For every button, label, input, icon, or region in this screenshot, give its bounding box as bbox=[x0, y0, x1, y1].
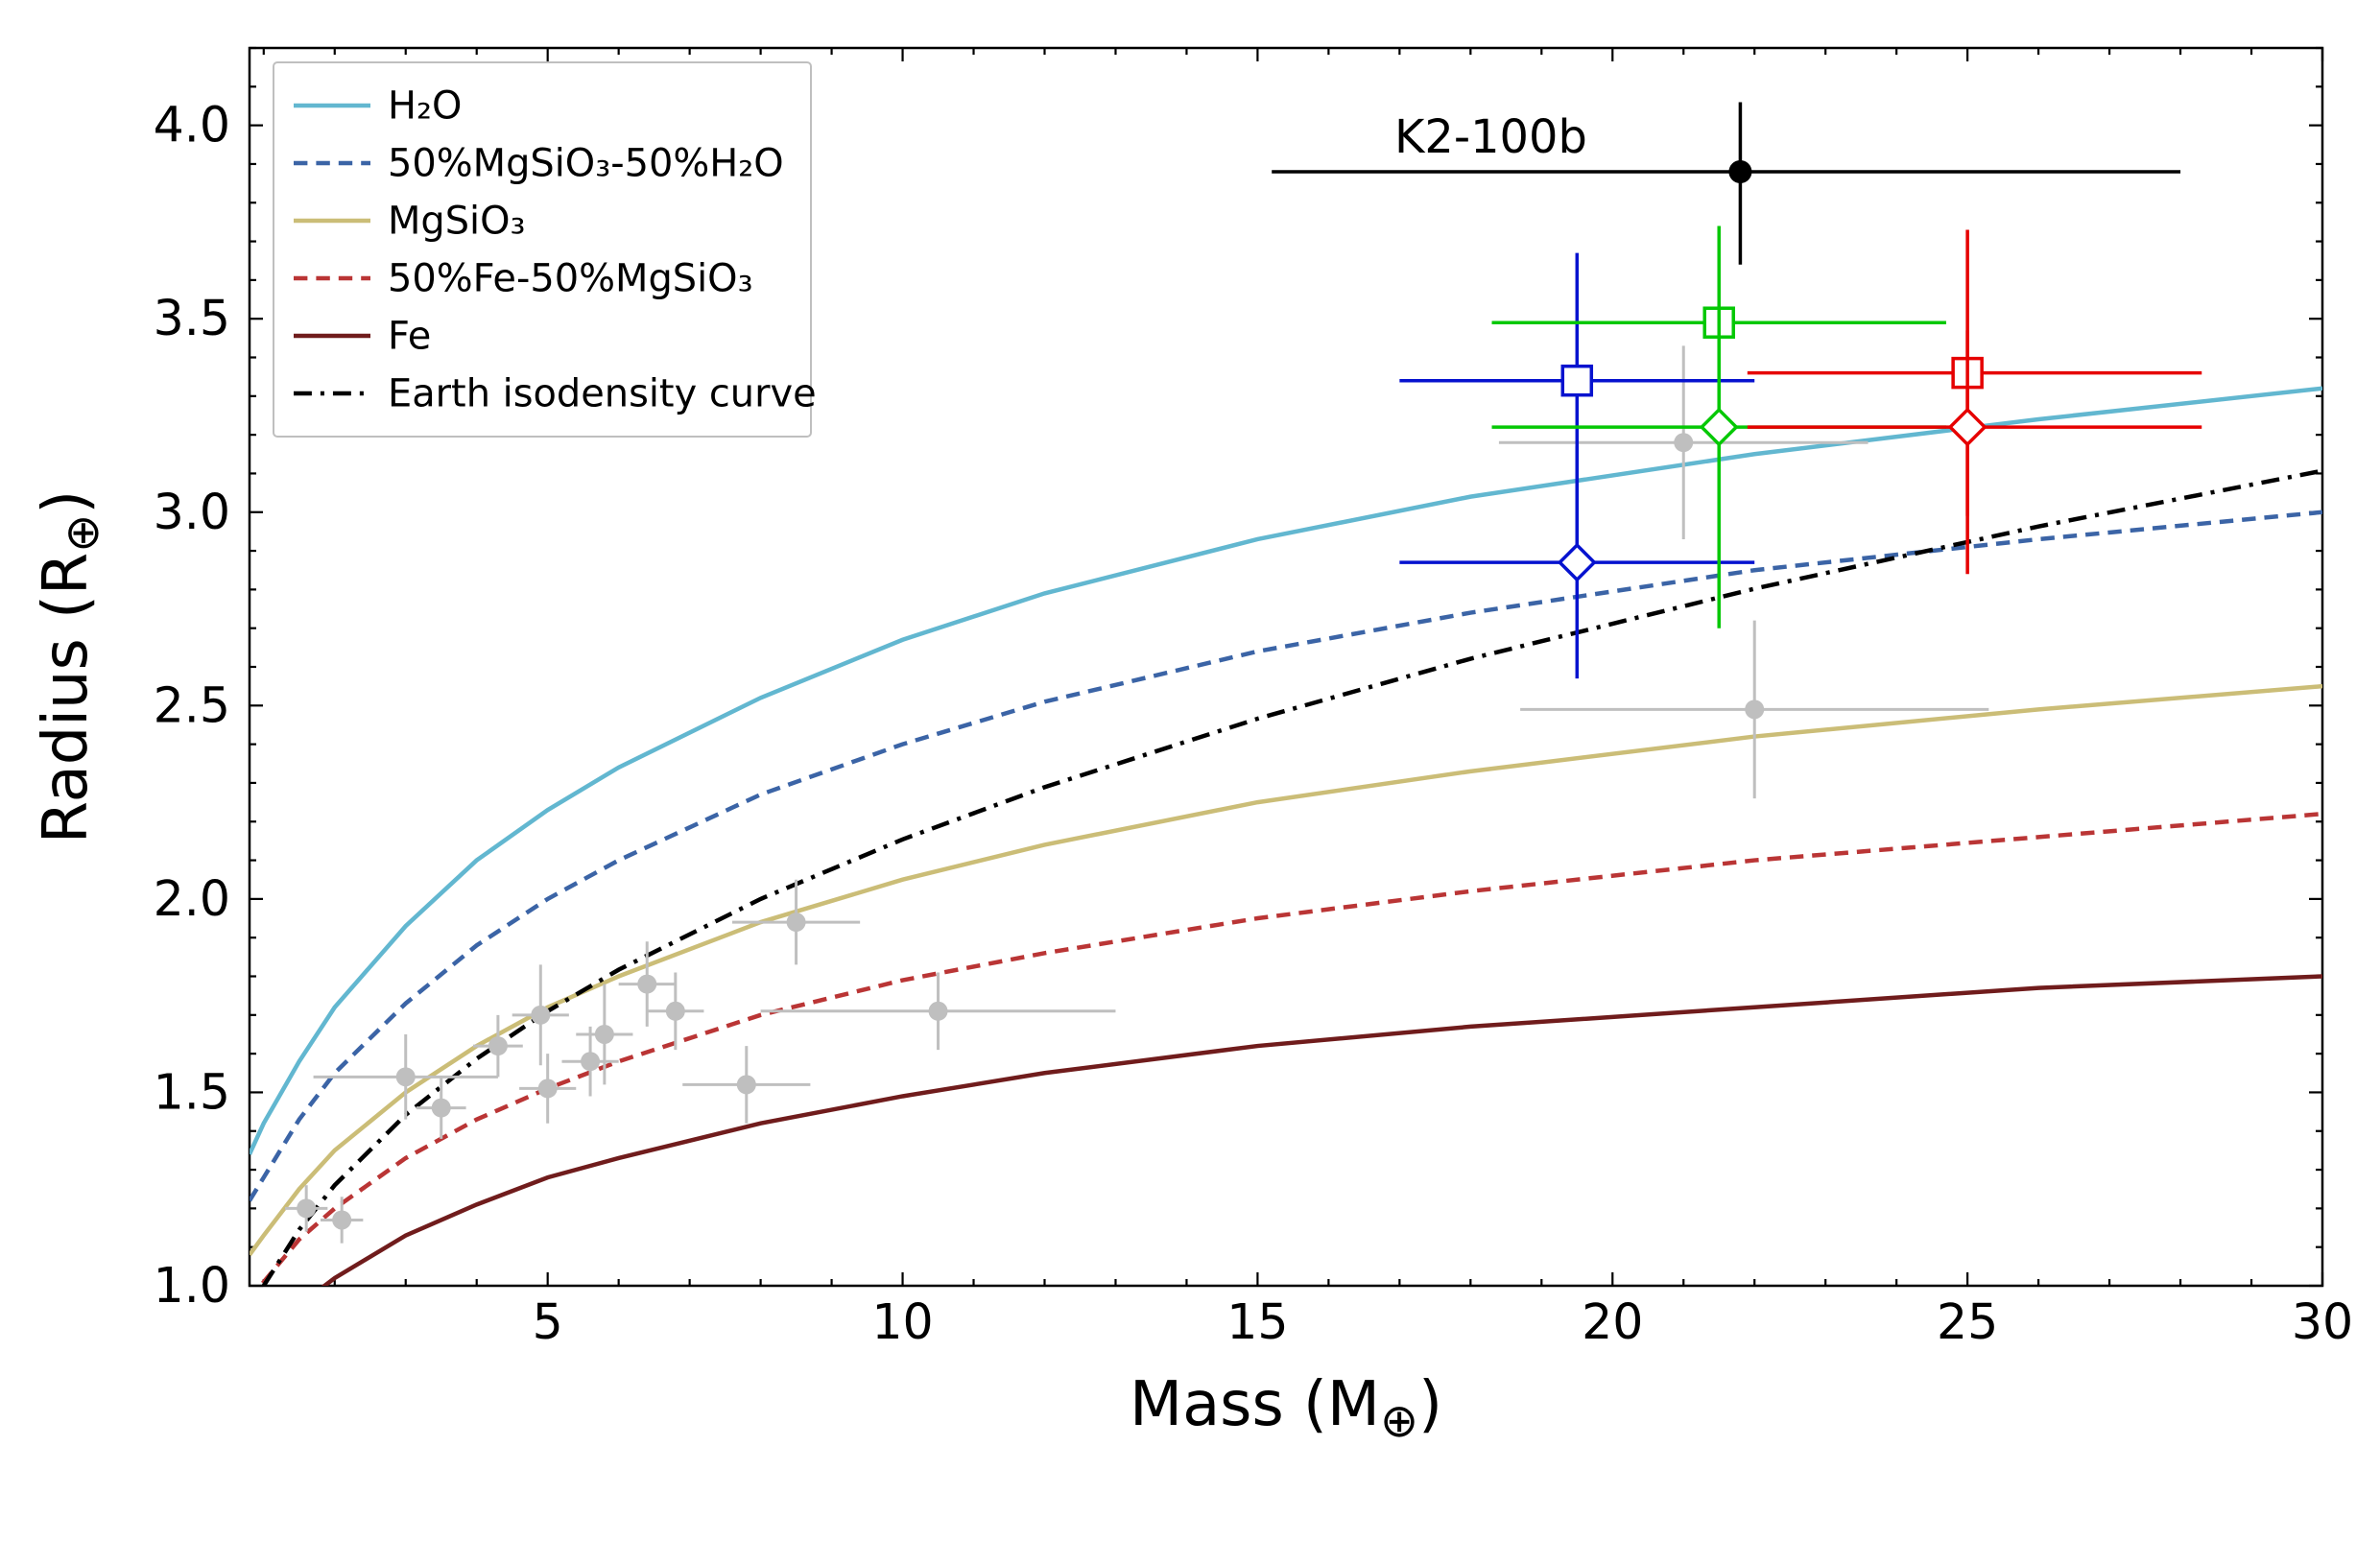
gray-point bbox=[488, 1036, 508, 1055]
gray-point bbox=[787, 913, 806, 932]
legend-label-earth_isodensity: Earth isodensity curve bbox=[388, 372, 817, 416]
chart-svg: 510152025301.01.52.02.53.03.54.0Mass (M⊕… bbox=[0, 0, 2380, 1537]
x-tick-label: 20 bbox=[1582, 1293, 1643, 1350]
hl-k2100b-label: K2-100b bbox=[1394, 111, 1587, 164]
gray-point bbox=[581, 1052, 600, 1071]
x-tick-label: 5 bbox=[533, 1293, 563, 1350]
gray-point bbox=[1745, 699, 1764, 719]
gray-point bbox=[531, 1006, 550, 1025]
x-tick-label: 15 bbox=[1226, 1293, 1288, 1350]
gray-point bbox=[332, 1210, 351, 1229]
x-tick-label: 10 bbox=[871, 1293, 933, 1350]
legend-label-h2o: H₂O bbox=[388, 84, 462, 129]
y-tick-label: 3.0 bbox=[154, 484, 230, 540]
gray-point bbox=[538, 1079, 558, 1098]
y-tick-label: 2.5 bbox=[154, 676, 230, 733]
y-tick-label: 4.0 bbox=[154, 97, 230, 154]
legend-label-fe_mgsio3: 50%Fe-50%MgSiO₃ bbox=[388, 257, 753, 301]
gray-point bbox=[929, 1002, 948, 1021]
hl-k2100b-marker bbox=[1728, 160, 1751, 183]
gray-point bbox=[297, 1198, 316, 1218]
gray-point bbox=[396, 1067, 416, 1086]
y-tick-label: 3.5 bbox=[154, 290, 230, 346]
y-tick-label: 1.0 bbox=[154, 1257, 230, 1314]
gray-point bbox=[432, 1099, 451, 1118]
gray-point bbox=[595, 1025, 614, 1044]
x-tick-label: 25 bbox=[1937, 1293, 1998, 1350]
x-tick-label: 30 bbox=[2292, 1293, 2353, 1350]
legend-label-mgsio3_h2o: 50%MgSiO₃-50%H₂O bbox=[388, 142, 784, 186]
y-tick-label: 2.0 bbox=[154, 870, 230, 927]
mass-radius-chart: 510152025301.01.52.02.53.03.54.0Mass (M⊕… bbox=[0, 0, 2380, 1537]
gray-point bbox=[1674, 433, 1693, 452]
legend-label-mgsio3: MgSiO₃ bbox=[388, 200, 526, 244]
hl-blue_sq-marker bbox=[1562, 367, 1591, 395]
legend-label-fe: Fe bbox=[388, 315, 431, 359]
gray-point bbox=[737, 1075, 756, 1094]
gray-point bbox=[666, 1002, 685, 1021]
gray-point bbox=[637, 975, 656, 994]
y-tick-label: 1.5 bbox=[154, 1063, 230, 1120]
